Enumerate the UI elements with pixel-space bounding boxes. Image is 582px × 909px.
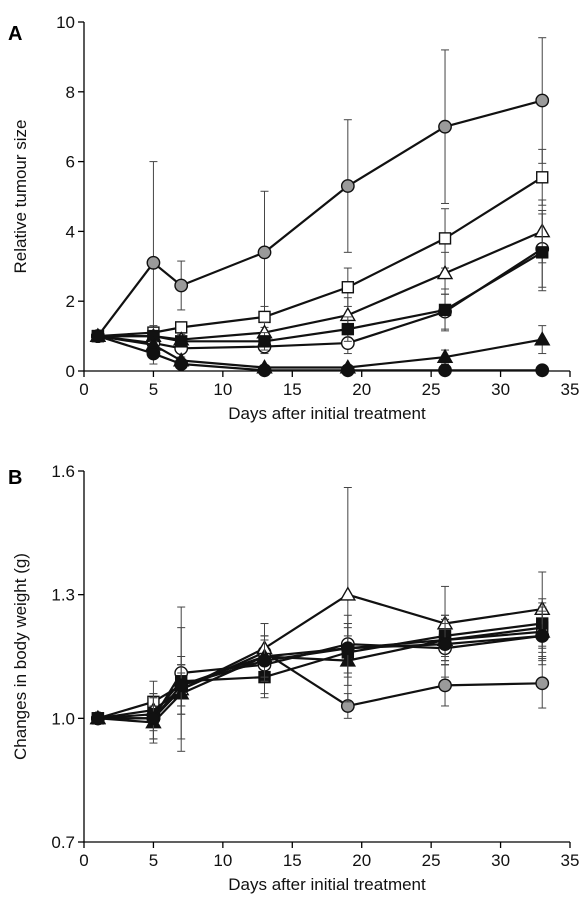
x-tick-label: 10: [213, 851, 232, 870]
x-tick-label: 20: [352, 851, 371, 870]
series-7: [90, 610, 550, 740]
panel-letter: B: [8, 467, 22, 489]
series-5: [91, 213, 549, 351]
data-point-7: [535, 363, 550, 378]
panel-letter: A: [8, 23, 22, 45]
x-tick-label: 30: [491, 851, 510, 870]
data-point-2: [146, 711, 161, 726]
data-point-2: [146, 255, 161, 270]
y-tick-label: 8: [66, 83, 75, 102]
data-point-6: [438, 637, 452, 652]
data-point-5: [340, 179, 355, 193]
data-point-3: [174, 678, 189, 693]
data-point-6: [438, 678, 452, 693]
x-tick-label: 5: [149, 380, 158, 399]
x-tick-label: 5: [149, 851, 158, 870]
data-point-7: [535, 676, 550, 691]
data-point-6: [438, 232, 452, 245]
series-line: [97, 634, 543, 720]
data-point-1: [90, 711, 105, 726]
data-point-7: [536, 246, 549, 259]
y-tick-label: 0: [66, 362, 75, 381]
data-point-6: [438, 363, 452, 378]
data-point-4: [258, 310, 271, 324]
data-point-5: [340, 363, 355, 378]
data-point-7: [535, 93, 550, 108]
x-tick-label: 10: [213, 380, 232, 399]
series-1: [90, 37, 550, 365]
data-point-4: [257, 363, 272, 378]
y-axis-title: Changes in body weight (g): [11, 553, 30, 760]
x-tick-label: 15: [283, 380, 302, 399]
series-4: [90, 606, 550, 744]
chart-panel-a: A 0 2 4 6 8 10 0 5 10 15 20 25 30 35 Days after initial…: [8, 13, 579, 423]
x-tick-label: 30: [491, 380, 510, 399]
chart-panel-b: B 0.7 1.0 1.3 1.6 0 5 10 15 20 25 30 35 Days after in…: [8, 462, 579, 894]
data-point-7: [535, 628, 550, 643]
x-tick-label: 15: [283, 851, 302, 870]
x-axis-title: Days after initial treatment: [228, 875, 426, 894]
series-line: [97, 651, 543, 720]
x-axis-title: Days after initial treatment: [228, 404, 426, 423]
series-7: [90, 329, 550, 378]
y-tick-label: 1.6: [51, 462, 75, 481]
x-tick-label: 20: [352, 380, 371, 399]
y-axis-title: Relative tumour size: [11, 119, 30, 273]
data-point-7: [536, 171, 549, 184]
series-2: [91, 148, 549, 343]
y-tick-label: 4: [66, 222, 75, 241]
y-tick-label: 6: [66, 153, 75, 172]
data-point-5: [340, 641, 355, 656]
data-point-3: [174, 335, 188, 348]
data-point-5: [341, 322, 355, 336]
series-line: [97, 335, 543, 369]
data-point-3: [174, 357, 189, 371]
x-tick-label: 25: [422, 851, 441, 870]
series-1: [90, 623, 550, 752]
data-point-6: [438, 119, 452, 134]
y-tick-label: 1.3: [51, 586, 75, 605]
series-3: [89, 199, 551, 346]
y-tick-label: 1.0: [51, 709, 75, 728]
data-point-6: [436, 348, 454, 363]
data-point-5: [339, 586, 357, 601]
x-tick-label: 35: [561, 851, 580, 870]
x-tick-label: 35: [561, 380, 580, 399]
data-point-4: [258, 335, 271, 348]
data-point-2: [146, 346, 161, 361]
y-tick-label: 10: [56, 13, 75, 32]
x-tick-label: 0: [79, 851, 88, 870]
y-tick-label: 2: [66, 292, 75, 311]
series-3: [89, 486, 551, 728]
y-tick-label: 0.7: [51, 833, 75, 852]
data-point-6: [438, 303, 452, 317]
data-point-1: [90, 329, 105, 343]
data-point-7: [534, 331, 551, 346]
data-point-5: [341, 281, 355, 294]
data-point-3: [174, 278, 189, 293]
series-line: [97, 230, 543, 341]
data-point-6: [436, 264, 454, 280]
data-point-4: [257, 653, 272, 668]
series-line: [97, 176, 543, 338]
x-tick-label: 25: [422, 380, 441, 399]
x-tick-label: 0: [79, 380, 88, 399]
data-point-4: [257, 245, 272, 260]
series-line: [97, 335, 543, 372]
